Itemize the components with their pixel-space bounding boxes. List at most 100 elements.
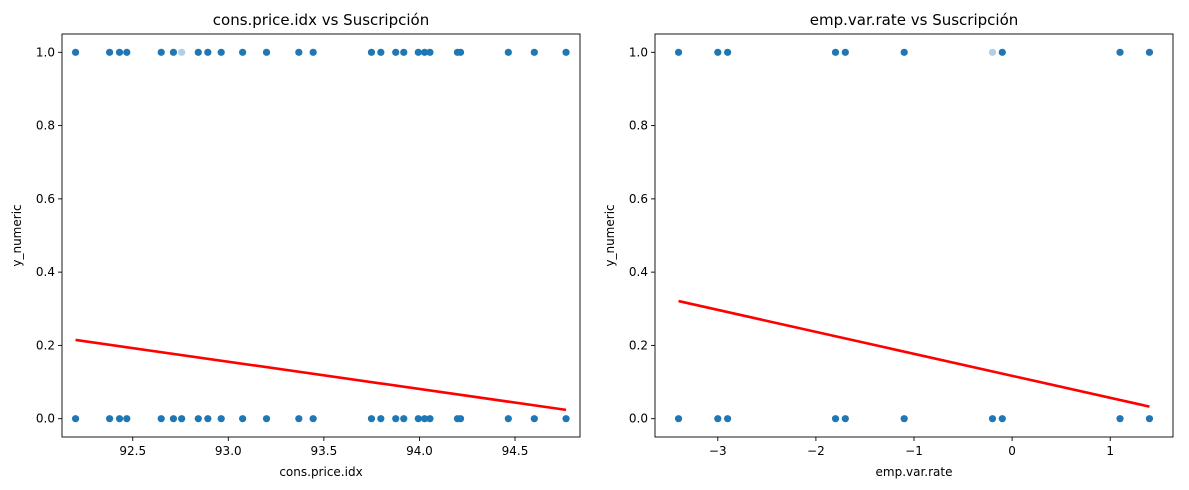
data-point <box>123 415 131 423</box>
data-point <box>239 415 247 423</box>
data-point <box>367 415 376 423</box>
data-point <box>421 415 429 423</box>
data-point <box>157 48 165 56</box>
data-point <box>204 48 212 56</box>
data-point <box>723 415 732 423</box>
data-point <box>178 415 186 423</box>
data-point <box>217 415 225 423</box>
data-point <box>674 415 683 423</box>
data-point <box>367 48 376 56</box>
data-point <box>295 415 303 423</box>
data-point <box>1145 48 1154 56</box>
data-point <box>262 48 271 56</box>
data-point <box>115 415 124 423</box>
data-point <box>831 48 840 56</box>
data-point <box>71 415 80 423</box>
chart-title: cons.price.idx vs Suscripción <box>213 11 429 29</box>
data-point <box>1116 48 1124 56</box>
data-point <box>392 415 400 423</box>
data-point <box>123 48 131 56</box>
data-point <box>988 48 997 56</box>
y-axis-label: y_numeric <box>603 204 617 266</box>
data-point <box>562 415 570 423</box>
data-point <box>988 415 997 423</box>
data-point <box>723 48 732 56</box>
data-point <box>105 48 114 56</box>
data-point <box>414 48 422 56</box>
data-point <box>426 415 434 423</box>
x-tick-label: 0 <box>1008 444 1016 458</box>
data-point <box>900 48 908 56</box>
data-point <box>157 415 165 423</box>
x-axis-label: cons.price.idx <box>279 465 362 479</box>
data-point <box>456 48 465 56</box>
chart-cons-price-idx: cons.price.idx vs Suscripción 92.5 93.0 93… <box>10 11 581 479</box>
x-tick-label: −1 <box>905 444 923 458</box>
data-point <box>831 415 840 423</box>
regression-line <box>75 338 567 412</box>
points-layer <box>674 48 1154 423</box>
axes-frame <box>654 33 1174 438</box>
axes-frame <box>61 33 581 438</box>
points-layer <box>71 48 570 423</box>
data-point <box>841 48 849 56</box>
data-point <box>377 48 385 56</box>
y-axis-label: y_numeric <box>10 204 24 266</box>
data-point <box>674 48 683 56</box>
data-point <box>262 415 271 423</box>
data-point <box>377 415 385 423</box>
data-point <box>178 48 186 56</box>
data-point <box>530 415 538 423</box>
x-tick-label: −3 <box>709 444 727 458</box>
x-tick-label: 93.5 <box>311 444 338 458</box>
data-point <box>295 48 303 56</box>
data-point <box>714 415 722 423</box>
data-point <box>309 48 317 56</box>
x-tick-label: 93.0 <box>215 444 242 458</box>
data-point <box>400 48 408 56</box>
data-point <box>562 48 570 56</box>
y-tick-label: 0.6 <box>36 192 55 206</box>
y-tick-label: 0.8 <box>36 119 55 133</box>
data-point <box>400 415 408 423</box>
tick-layer: −3 −2 −1 0 1 0.0 0.2 0.4 0.6 0.8 1.0 <box>629 45 1114 458</box>
y-tick-label: 0.4 <box>629 265 648 279</box>
x-tick-label: −2 <box>807 444 825 458</box>
data-point <box>204 415 212 423</box>
data-point <box>115 48 124 56</box>
data-point <box>426 48 434 56</box>
data-point <box>217 48 225 56</box>
data-point <box>194 48 202 56</box>
data-point <box>194 415 202 423</box>
x-tick-label: 92.5 <box>119 444 146 458</box>
data-point <box>504 48 512 56</box>
data-point <box>504 415 512 423</box>
x-tick-label: 94.5 <box>502 444 529 458</box>
data-point <box>421 48 429 56</box>
y-tick-label: 0.2 <box>36 338 55 352</box>
data-point <box>105 415 114 423</box>
data-point <box>900 415 908 423</box>
y-tick-label: 1.0 <box>629 45 648 59</box>
chart-emp-var-rate: emp.var.rate vs Suscripción −3 −2 −1 0 1 0.0 0… <box>603 11 1174 479</box>
data-point <box>841 415 849 423</box>
tick-layer: 92.5 93.0 93.5 94.0 94.5 0.0 0.2 0.4 0.6 0.8 1.0 <box>36 45 528 458</box>
regression-line <box>678 299 1150 408</box>
data-point <box>998 415 1006 423</box>
data-point <box>998 48 1006 56</box>
y-tick-label: 0.6 <box>629 192 648 206</box>
y-tick-label: 0.0 <box>36 412 55 426</box>
data-point <box>714 48 722 56</box>
chart-title: emp.var.rate vs Suscripción <box>810 11 1019 29</box>
y-tick-label: 0.2 <box>629 338 648 352</box>
x-tick-label: 1 <box>1106 444 1114 458</box>
data-point <box>71 48 80 56</box>
data-point <box>309 415 317 423</box>
y-tick-label: 0.0 <box>629 412 648 426</box>
data-point <box>392 48 400 56</box>
data-point <box>239 48 247 56</box>
data-point <box>414 415 422 423</box>
data-point <box>456 415 465 423</box>
data-point <box>169 415 178 423</box>
